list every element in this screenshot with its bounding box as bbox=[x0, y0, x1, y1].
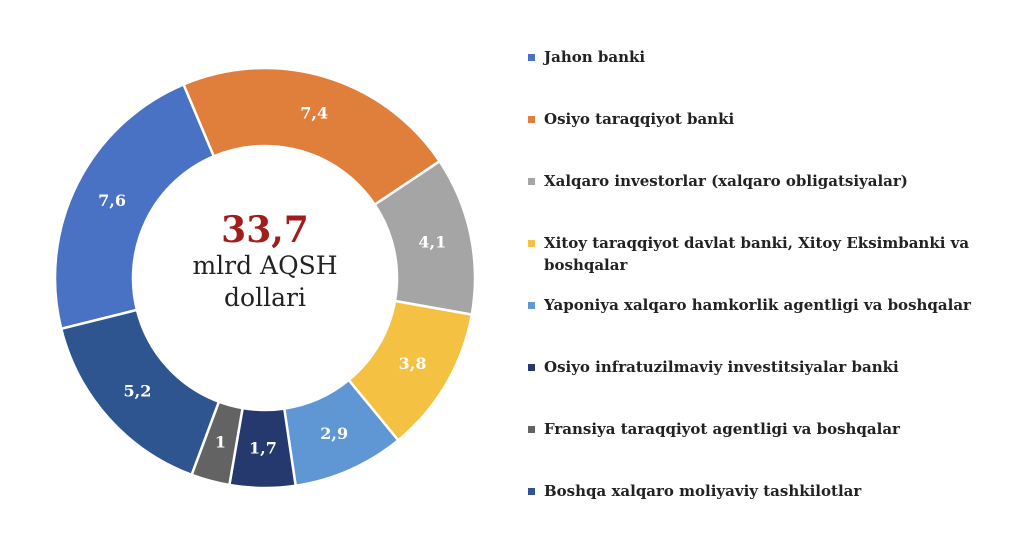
legend-label: Osiyo infratuzilmaviy investitsiyalar ba… bbox=[544, 358, 899, 376]
legend-item-3: Xitoy taraqqiyot davlat banki, Xitoy Eks… bbox=[528, 232, 1008, 276]
legend-label: Osiyo taraqqiyot banki bbox=[544, 110, 735, 128]
slice-label-2: 4,1 bbox=[418, 232, 446, 251]
legend-swatch bbox=[528, 302, 535, 309]
legend-label: Jahon banki bbox=[544, 48, 646, 66]
slice-label-1: 7,4 bbox=[300, 104, 328, 123]
legend-item-2: Xalqaro investorlar (xalqaro obligatsiya… bbox=[528, 170, 1008, 192]
slice-label-3: 3,8 bbox=[399, 354, 427, 373]
legend-label: Xalqaro investorlar (xalqaro obligatsiya… bbox=[544, 172, 908, 190]
legend-swatch bbox=[528, 178, 535, 185]
slice-label-6: 1 bbox=[215, 433, 226, 452]
legend-item-0: Jahon banki bbox=[528, 46, 1008, 68]
legend-item-7: Boshqa xalqaro moliyaviy tashkilotlar bbox=[528, 480, 1008, 502]
total-unit-line2: dollari bbox=[224, 283, 306, 312]
total-unit-line1: mlrd AQSH bbox=[192, 251, 338, 280]
legend-swatch bbox=[528, 116, 535, 123]
donut-chart: 7,6 7,4 4,1 3,8 2,9 1,7 1 5,2 bbox=[53, 66, 477, 490]
donut-center: 33,7 mlrd AQSH dollari bbox=[165, 210, 365, 314]
legend-item-1: Osiyo taraqqiyot banki bbox=[528, 108, 1008, 130]
legend-swatch bbox=[528, 54, 535, 61]
legend-swatch bbox=[528, 240, 535, 247]
legend-swatch bbox=[528, 364, 535, 371]
slice-label-0: 7,6 bbox=[98, 191, 126, 210]
legend-label: Xitoy taraqqiyot davlat banki, Xitoy Eks… bbox=[544, 234, 970, 274]
slice-7 bbox=[59, 308, 221, 477]
legend-swatch bbox=[528, 488, 535, 495]
slice-1 bbox=[181, 66, 442, 207]
slice-0 bbox=[53, 82, 216, 331]
legend-swatch bbox=[528, 426, 535, 433]
legend-label: Fransiya taraqqiyot agentligi va boshqal… bbox=[544, 420, 900, 438]
total-value: 33,7 bbox=[221, 209, 309, 251]
slice-label-4: 2,9 bbox=[320, 424, 348, 443]
legend-item-6: Fransiya taraqqiyot agentligi va boshqal… bbox=[528, 418, 1008, 440]
slice-label-7: 5,2 bbox=[124, 381, 152, 400]
legend-label: Yaponiya xalqaro hamkorlik agentligi va … bbox=[544, 296, 971, 314]
legend-label: Boshqa xalqaro moliyaviy tashkilotlar bbox=[544, 482, 862, 500]
legend-item-4: Yaponiya xalqaro hamkorlik agentligi va … bbox=[528, 294, 1008, 316]
legend-item-5: Osiyo infratuzilmaviy investitsiyalar ba… bbox=[528, 356, 1008, 378]
slice-label-5: 1,7 bbox=[249, 438, 277, 457]
